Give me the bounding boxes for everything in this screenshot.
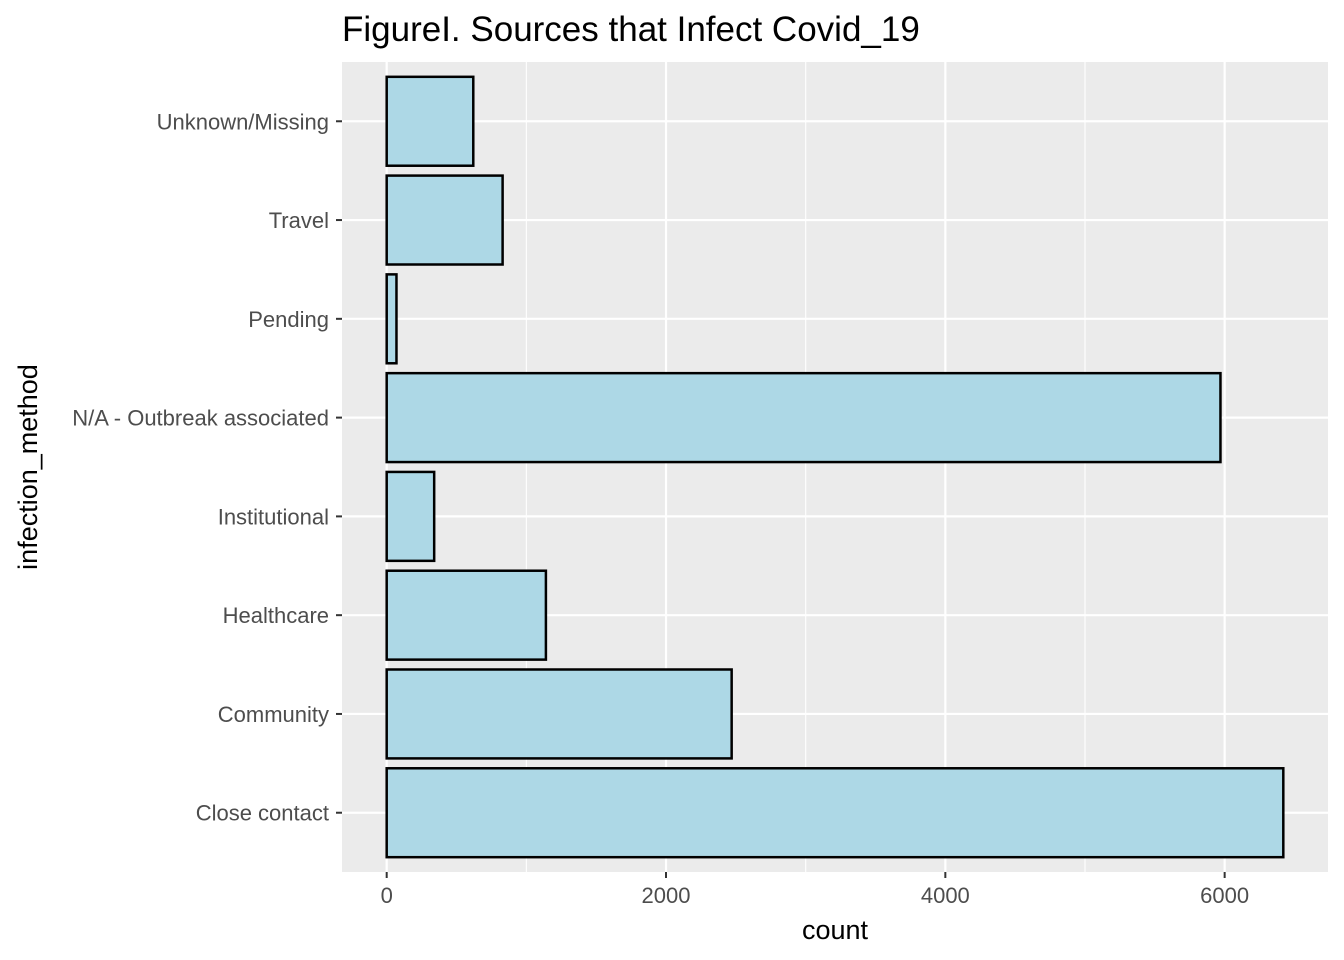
y-tick-label: Unknown/Missing bbox=[157, 109, 329, 134]
x-tick-label: 2000 bbox=[642, 883, 691, 908]
y-tick-label: Healthcare bbox=[223, 603, 329, 628]
y-tick-label: Close contact bbox=[196, 801, 329, 826]
x-axis: 0 2000 4000 6000 bbox=[381, 872, 1249, 908]
y-axis-title: infection_method bbox=[13, 364, 43, 570]
x-tick-label: 4000 bbox=[921, 883, 970, 908]
bar bbox=[385, 174, 504, 266]
x-axis-title: count bbox=[802, 915, 869, 945]
bar bbox=[385, 470, 436, 563]
y-tick-label: Institutional bbox=[218, 504, 329, 529]
x-tick-label: 6000 bbox=[1200, 883, 1249, 908]
y-tick-label: Community bbox=[218, 702, 329, 727]
x-tick-label: 0 bbox=[381, 883, 393, 908]
bars bbox=[385, 75, 1285, 859]
y-axis: Close contact Community Healthcare Institut… bbox=[72, 109, 342, 826]
bar bbox=[385, 569, 548, 661]
bar bbox=[385, 273, 398, 365]
y-tick-label: Pending bbox=[248, 307, 329, 332]
chart-title: FigureI. Sources that Infect Covid_19 bbox=[342, 10, 920, 49]
bar bbox=[385, 668, 733, 760]
bar bbox=[385, 371, 1222, 464]
bar bbox=[385, 767, 1285, 859]
y-tick-label: N/A - Outbreak associated bbox=[72, 406, 329, 431]
bar bbox=[385, 75, 475, 167]
y-tick-label: Travel bbox=[269, 208, 329, 233]
